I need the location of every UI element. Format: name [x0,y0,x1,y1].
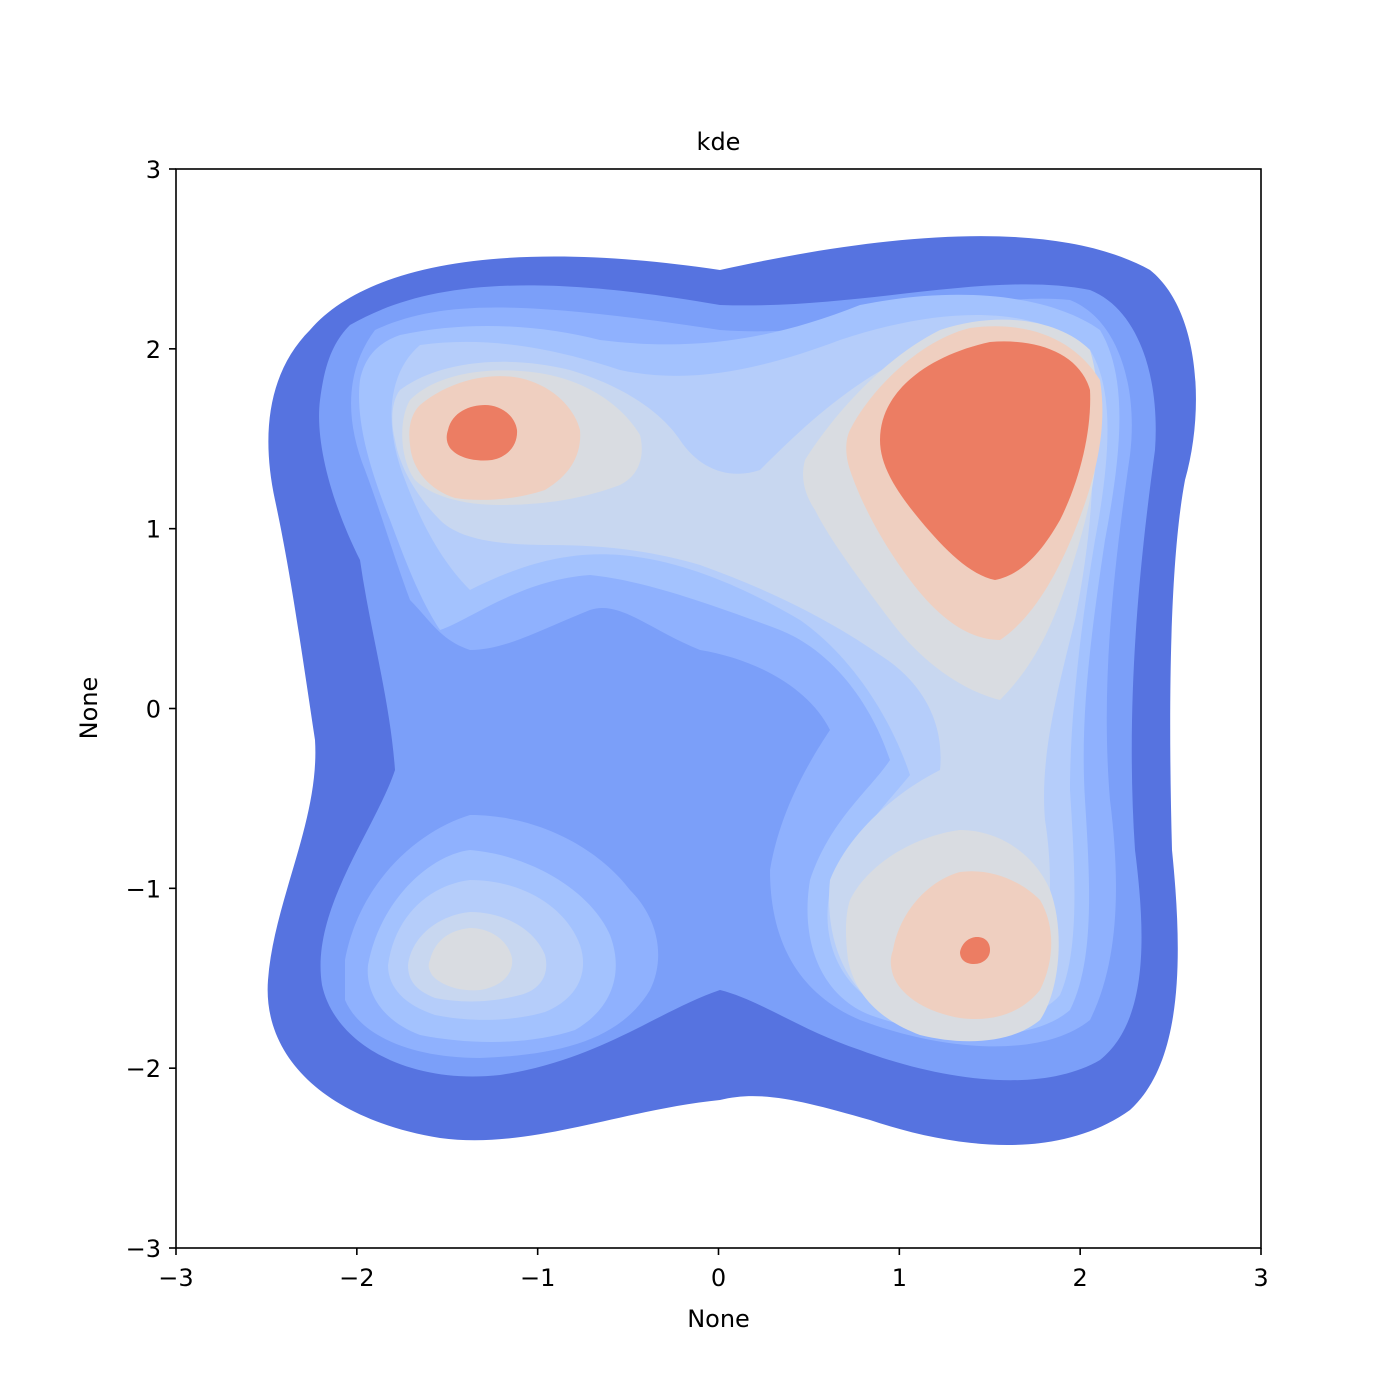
y-tick-label: 0 [146,696,161,724]
y-axis-label: None [75,677,103,740]
x-tick-label: −1 [520,1264,555,1292]
chart-title: kde [697,128,741,156]
density-contours [267,236,1196,1145]
y-tick-label: −3 [126,1235,161,1263]
y-tick-label: 3 [146,156,161,184]
x-axis: −3 −2 −1 0 1 2 3 [158,1248,1269,1292]
x-tick-label: 0 [711,1264,726,1292]
y-tick-label: −2 [126,1055,161,1083]
x-tick-label: −2 [339,1264,374,1292]
x-tick-label: 2 [1073,1264,1088,1292]
density-contour-band [880,341,1091,580]
x-tick-label: 1 [892,1264,907,1292]
y-tick-label: −1 [126,875,161,903]
y-tick-label: 1 [146,516,161,544]
x-tick-label: −3 [158,1264,193,1292]
density-contour-band [446,405,518,461]
density-contour-band [428,928,513,991]
y-axis: −3 −2 −1 0 1 2 3 [126,156,176,1263]
density-contour-band [960,937,990,964]
x-tick-label: 3 [1253,1264,1268,1292]
x-axis-label: None [687,1305,750,1333]
y-tick-label: 2 [146,336,161,364]
